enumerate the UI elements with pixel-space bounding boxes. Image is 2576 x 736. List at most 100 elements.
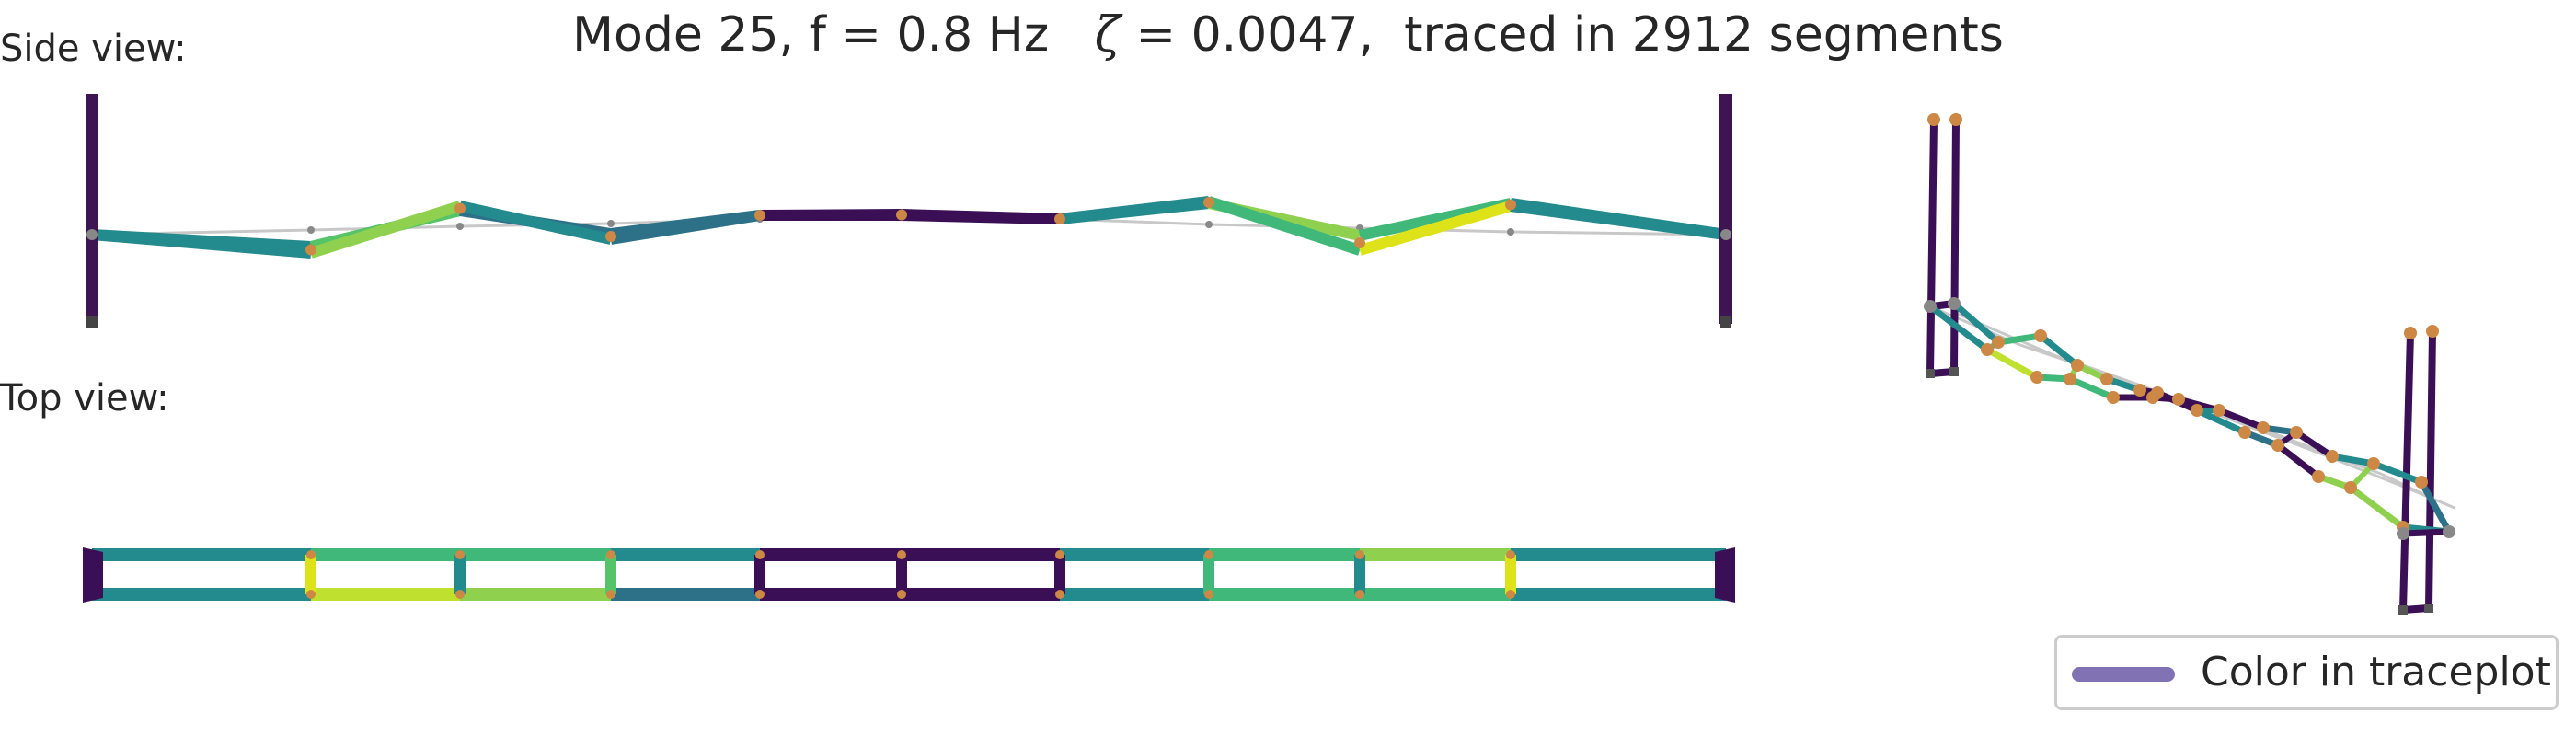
top-node-91 — [897, 550, 906, 559]
iso-tower-left-113 — [1926, 119, 1938, 374]
side-beam-lower-29 — [91, 229, 312, 259]
top-node-99 — [1506, 550, 1515, 559]
iso-node-179 — [2344, 481, 2357, 494]
side-node-43 — [896, 209, 907, 221]
top-node-85 — [455, 550, 465, 559]
isometric-view-panel — [1924, 113, 2455, 615]
top-node-89 — [755, 550, 765, 559]
side-beam-lower-33 — [759, 209, 903, 221]
iso-girder-b-140 — [2195, 407, 2247, 436]
iso-node-157 — [1981, 343, 1994, 356]
side-node-46 — [1354, 237, 1365, 248]
iso-node-167 — [2367, 457, 2380, 470]
iso-deck-end-152 — [2402, 528, 2450, 537]
iso-girder-a-127 — [2217, 407, 2265, 431]
side-node-45 — [1203, 197, 1214, 208]
iso-girder-a-129 — [2294, 430, 2334, 459]
iso-tower-top-156 — [2426, 325, 2439, 338]
iso-node-171 — [2071, 359, 2084, 372]
legend: Color in traceplot — [2054, 635, 2559, 710]
iso-node-159 — [2064, 373, 2076, 385]
iso-support-node-182 — [1948, 297, 1961, 310]
side-support-base-50 — [86, 316, 98, 328]
side-beam-lower-36 — [1207, 196, 1362, 256]
side-view-label: Side view: — [0, 28, 187, 70]
side-support-node-53 — [1720, 229, 1731, 240]
iso-node-166 — [2326, 450, 2339, 463]
iso-node-175 — [2191, 404, 2203, 417]
top-node-95 — [1204, 550, 1213, 559]
iso-node-163 — [2213, 404, 2225, 417]
iso-node-178 — [2312, 470, 2325, 483]
iso-node-165 — [2290, 426, 2303, 439]
iso-girder-a-123 — [2068, 375, 2115, 401]
iso-undeformed-110 — [2327, 454, 2411, 491]
side-node-47 — [1505, 199, 1516, 211]
top-node-84 — [306, 590, 316, 599]
undeformed-node-11 — [456, 223, 464, 230]
iso-girder-b-144 — [2348, 485, 2406, 530]
side-beam-lower-31 — [458, 201, 613, 245]
side-node-44 — [1054, 213, 1065, 224]
iso-girder-a-120 — [1927, 304, 1990, 352]
top-node-100 — [1506, 590, 1515, 599]
side-beam-lower-35 — [1059, 196, 1210, 224]
iso-tower-left-114 — [1950, 119, 1960, 373]
side-view-panel — [86, 94, 1732, 328]
undeformed-node-10 — [307, 226, 315, 234]
iso-girder-b-135 — [2038, 333, 2080, 368]
top-view-panel — [83, 547, 1735, 603]
top-node-98 — [1355, 590, 1364, 599]
top-node-92 — [897, 590, 906, 599]
iso-node-176 — [2238, 426, 2251, 439]
iso-support-base-188 — [2424, 604, 2433, 613]
iso-node-177 — [2271, 439, 2284, 452]
top-node-88 — [606, 590, 615, 599]
undeformed-node-18 — [1507, 228, 1514, 236]
plot-title: Mode 25, f = 0.8 Hz ζ = 0.0047, traced i… — [0, 7, 2576, 63]
iso-tower-top-155 — [2404, 327, 2417, 339]
top-node-83 — [306, 550, 316, 559]
iso-node-160 — [2107, 391, 2120, 404]
top-node-97 — [1355, 550, 1364, 559]
iso-girder-a-121 — [1985, 346, 2039, 381]
iso-node-164 — [2257, 421, 2270, 434]
side-beam-lower-37 — [1358, 201, 1512, 256]
iso-undeformed-108 — [2235, 420, 2329, 458]
side-node-40 — [454, 202, 466, 214]
iso-node-173 — [2133, 384, 2146, 397]
iso-girder-a-131 — [2372, 460, 2423, 486]
side-node-42 — [754, 210, 765, 221]
iso-girder-b-142 — [2275, 443, 2321, 479]
side-beam-lower-32 — [610, 210, 761, 245]
top-node-86 — [455, 590, 465, 599]
undeformed-node-12 — [607, 220, 615, 227]
zeta-symbol: ζ — [1094, 7, 1121, 63]
side-support-node-52 — [86, 229, 98, 240]
iso-node-158 — [2030, 371, 2043, 384]
iso-tower-right-117 — [2399, 332, 2414, 611]
side-node-39 — [305, 244, 316, 256]
iso-girder-b-134 — [1997, 332, 2041, 346]
top-support-left — [83, 547, 103, 603]
title-suffix: = 0.0047, traced in 2912 segments — [1120, 7, 2004, 63]
undeformed-node-16 — [1205, 221, 1213, 228]
iso-node-172 — [2100, 373, 2113, 385]
iso-tower-top-153 — [1927, 113, 1940, 126]
iso-girder-a-130 — [2331, 453, 2375, 467]
top-support-right — [1715, 547, 1735, 603]
side-node-41 — [605, 231, 616, 242]
iso-support-base-186 — [1949, 367, 1959, 376]
iso-node-169 — [1992, 336, 2005, 349]
iso-support-base-187 — [2398, 605, 2408, 615]
iso-node-170 — [2034, 329, 2047, 342]
top-node-96 — [1204, 590, 1213, 599]
top-node-90 — [755, 590, 765, 599]
legend-swatch — [2072, 667, 2175, 682]
iso-support-node-181 — [1924, 300, 1937, 313]
legend-label: Color in traceplot — [2201, 649, 2551, 696]
side-support-base-51 — [1720, 316, 1731, 328]
title-prefix: Mode 25, f = 0.8 Hz — [572, 7, 1095, 63]
top-view-label: Top view: — [0, 377, 169, 420]
